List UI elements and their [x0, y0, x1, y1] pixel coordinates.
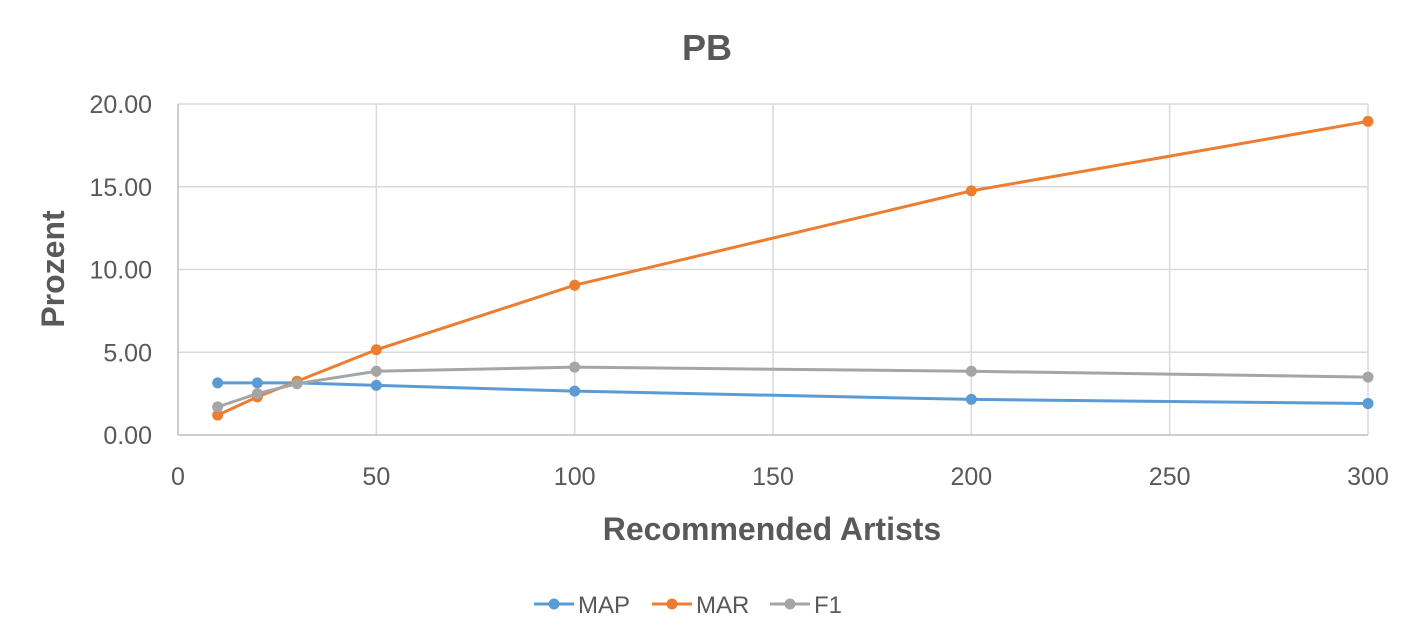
x-tick-label: 200 — [950, 463, 992, 491]
legend-label: MAR — [696, 592, 749, 619]
data-point-f1 — [212, 401, 224, 413]
legend-item-map: MAP — [534, 592, 630, 619]
x-axis-ticks: 0 50 100 150 200 250 300 — [171, 463, 1389, 491]
y-tick-label: 20.00 — [89, 91, 152, 119]
x-tick-label: 150 — [752, 463, 794, 491]
data-point-map — [370, 379, 382, 391]
legend-label: MAP — [578, 592, 630, 619]
y-tick-label: 5.00 — [103, 339, 152, 367]
x-tick-label: 50 — [362, 463, 390, 491]
series — [212, 115, 1374, 421]
data-point-mar — [569, 279, 581, 291]
x-tick-label: 300 — [1347, 463, 1389, 491]
data-point-mar — [965, 185, 977, 197]
series-line-map — [217, 381, 1369, 406]
x-axis-title: Recommended Artists — [603, 511, 941, 547]
series-f1 — [212, 361, 1374, 413]
y-tick-label: 10.00 — [89, 257, 152, 285]
x-tick-label: 100 — [554, 463, 596, 491]
y-tick-label: 0.00 — [103, 422, 152, 450]
x-tick-label: 250 — [1149, 463, 1191, 491]
data-point-f1 — [569, 361, 581, 373]
x-tick-label: 0 — [171, 463, 185, 491]
data-point-map — [965, 393, 977, 405]
data-point-f1 — [291, 378, 303, 390]
data-point-map — [251, 377, 263, 389]
legend-item-f1: F1 — [770, 592, 842, 619]
legend: MAP MAR F1 — [534, 592, 842, 619]
data-point-map — [569, 385, 581, 397]
y-axis-title: Prozent — [35, 210, 71, 328]
grid — [177, 103, 1369, 436]
legend-label: F1 — [814, 592, 842, 619]
data-point-f1 — [370, 365, 382, 377]
data-point-mar — [212, 409, 224, 421]
series-map — [212, 377, 1374, 410]
data-point-f1 — [965, 365, 977, 377]
data-point-map — [1362, 398, 1374, 410]
data-point-mar — [370, 344, 382, 356]
legend-swatch-marker — [784, 598, 796, 610]
legend-item-mar: MAR — [652, 592, 749, 619]
y-tick-label: 15.00 — [89, 174, 152, 202]
legend-swatch-marker — [548, 598, 560, 610]
data-point-map — [212, 377, 224, 389]
data-point-mar — [1362, 115, 1374, 127]
y-axis-ticks: 0.00 5.00 10.00 15.00 20.00 — [89, 91, 152, 450]
data-point-f1 — [251, 388, 263, 400]
data-point-f1 — [1362, 371, 1374, 383]
chart-title: PB — [682, 27, 732, 68]
legend-swatch-marker — [666, 598, 678, 610]
